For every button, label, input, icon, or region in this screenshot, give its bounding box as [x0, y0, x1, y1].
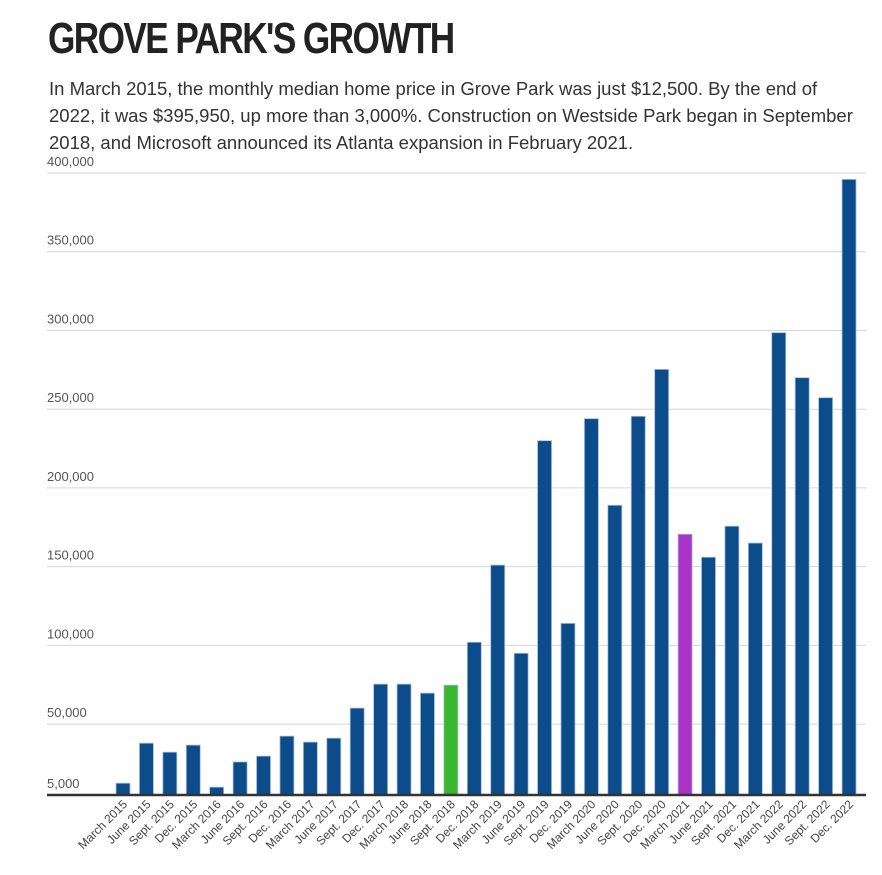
chart-title: GROVE PARK'S GROWTH — [48, 14, 455, 63]
y-tick-label: 350,000 — [47, 233, 94, 248]
bar — [794, 377, 810, 796]
bar — [607, 504, 623, 796]
bar — [373, 683, 389, 796]
bar — [443, 684, 459, 796]
bar — [630, 415, 646, 796]
bar — [185, 744, 201, 796]
y-tick-label: 100,000 — [47, 626, 94, 641]
bar — [490, 564, 506, 796]
bar — [349, 707, 365, 796]
bar — [841, 178, 857, 796]
y-tick-label: 300,000 — [47, 311, 94, 326]
bar — [302, 741, 318, 796]
y-tick-label: 5,000 — [47, 776, 80, 791]
y-tick-label: 250,000 — [47, 390, 94, 405]
bar — [701, 556, 716, 796]
bar — [513, 652, 529, 796]
bar — [560, 622, 576, 796]
bar — [139, 742, 154, 796]
bar — [747, 542, 763, 796]
bar — [584, 418, 599, 796]
bar — [677, 533, 693, 796]
bar — [256, 755, 271, 796]
bar — [537, 440, 552, 796]
bar — [326, 737, 342, 796]
bar — [115, 782, 131, 796]
bar — [279, 735, 295, 796]
bar — [818, 397, 833, 796]
bar — [420, 692, 435, 796]
bar — [466, 641, 482, 796]
bar — [162, 751, 178, 796]
y-tick-label: 150,000 — [47, 548, 94, 563]
bar — [724, 525, 740, 796]
chart-subtitle: In March 2015, the monthly median home p… — [49, 78, 853, 153]
y-tick-label: 50,000 — [47, 705, 87, 720]
bar — [654, 368, 670, 796]
bars — [115, 178, 857, 796]
bar — [396, 683, 412, 796]
y-tick-label: 400,000 — [47, 154, 94, 169]
bar — [771, 332, 787, 796]
bar — [232, 761, 248, 796]
y-tick-label: 200,000 — [47, 469, 94, 484]
